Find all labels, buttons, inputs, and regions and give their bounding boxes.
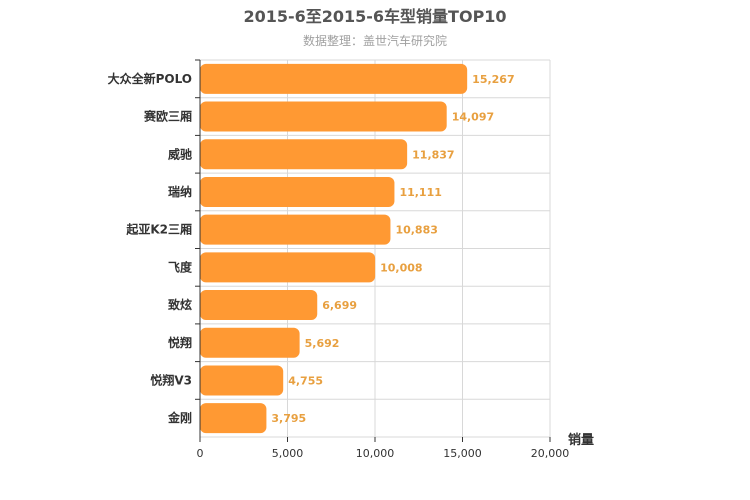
category-label: 大众全新POLO xyxy=(108,71,192,86)
data-label: 11,837 xyxy=(412,148,454,161)
bar xyxy=(200,214,391,245)
data-label: 3,795 xyxy=(271,412,306,425)
grid xyxy=(200,59,551,438)
data-label: 15,267 xyxy=(472,73,514,86)
x-tick-label: 5,000 xyxy=(272,447,304,460)
x-axis-ticks: 0 5,000 10,000 15,000 20,000 xyxy=(195,59,570,460)
category-label: 瑞纳 xyxy=(168,184,192,199)
category-label: 悦翔V3 xyxy=(150,372,192,387)
bar xyxy=(200,139,408,170)
bar xyxy=(200,365,284,396)
data-labels: 15,267 14,097 11,837 11,111 10,883 10,008 6,69… xyxy=(271,73,514,425)
data-label: 10,883 xyxy=(395,224,437,237)
bar xyxy=(200,290,318,321)
chart-subtitle: 数据整理：盖世汽车研究院 xyxy=(303,33,447,48)
bar xyxy=(200,176,395,207)
category-label: 飞度 xyxy=(168,259,193,274)
bar xyxy=(200,403,267,434)
x-tick-label: 10,000 xyxy=(356,447,395,460)
category-label: 赛欧三厢 xyxy=(143,109,192,124)
bar xyxy=(200,101,447,132)
category-label: 悦翔 xyxy=(168,335,192,350)
x-axis-title: 销量 xyxy=(568,432,594,448)
data-label: 5,692 xyxy=(305,337,340,350)
data-label: 14,097 xyxy=(452,111,494,124)
category-label: 金刚 xyxy=(167,410,192,425)
x-tick-label: 0 xyxy=(197,447,204,460)
category-label: 威驰 xyxy=(168,146,192,161)
data-label: 10,008 xyxy=(380,261,422,274)
data-label: 6,699 xyxy=(322,299,357,312)
bar xyxy=(200,63,468,94)
data-label: 11,111 xyxy=(399,186,441,199)
x-tick-label: 15,000 xyxy=(443,447,482,460)
chart-title: 2015-6至2015-6车型销量TOP10 xyxy=(243,7,506,26)
category-label: 致炫 xyxy=(168,297,192,312)
bar xyxy=(200,327,300,358)
x-tick-label: 20,000 xyxy=(531,447,570,460)
category-label: 起亚K2三厢 xyxy=(125,222,192,237)
bars xyxy=(200,63,468,434)
data-label: 4,755 xyxy=(288,374,323,387)
bar xyxy=(200,252,376,283)
